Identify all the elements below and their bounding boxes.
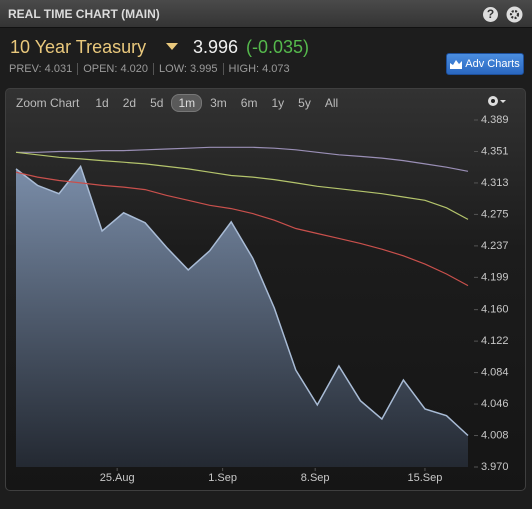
widget-title: REAL TIME CHART (MAIN) — [8, 7, 160, 21]
settings-icon[interactable] — [506, 6, 523, 23]
adv-charts-button[interactable]: Adv Charts — [446, 53, 524, 75]
zoom-button[interactable]: 6m — [240, 96, 258, 110]
y-tick-label: 4.351 — [481, 145, 509, 157]
zoom-button[interactable]: 2d — [122, 96, 137, 110]
y-tick-label: 4.160 — [481, 304, 509, 316]
stat: HIGH: 4.073 — [222, 63, 295, 75]
price: 3.996 — [193, 37, 239, 57]
zoom-button[interactable]: 3m — [210, 96, 227, 110]
dropdown-arrow[interactable] — [165, 42, 179, 52]
price-line — [15, 164, 469, 437]
x-tick-label: 1.Sep — [208, 472, 237, 484]
y-tick-label: 4.122 — [481, 335, 509, 347]
button-icon — [450, 60, 463, 69]
stat: PREV: 4.031 — [9, 63, 73, 75]
y-tick-label: 4.008 — [481, 429, 509, 441]
y-tick-label: 4.237 — [481, 240, 509, 252]
x-tick-label: 15.Sep — [408, 472, 443, 484]
x-tick-label: 8.Sep — [301, 472, 330, 484]
average-line — [15, 171, 469, 287]
stat: OPEN: 4.020 — [77, 63, 153, 75]
y-tick-label: 4.313 — [481, 177, 509, 189]
y-tick-label: 3.970 — [481, 461, 509, 473]
zoom-button[interactable]: 5y — [298, 96, 311, 110]
help-button[interactable]: ? — [483, 7, 498, 22]
x-tick-label: 25.Aug — [100, 472, 135, 484]
y-tick-label: 4.275 — [481, 208, 509, 220]
chart-settings-icon[interactable] — [488, 96, 506, 106]
zoom-button[interactable]: 5d — [150, 96, 164, 110]
zoom-button[interactable]: 1m — [171, 94, 203, 112]
zoom-button[interactable]: 1d — [95, 96, 109, 110]
button-label[interactable]: Adv Charts — [465, 58, 520, 70]
y-tick-label: 4.199 — [481, 271, 509, 283]
average-line — [16, 146, 469, 172]
title-bar — [0, 0, 532, 28]
y-tick-label: 4.389 — [481, 114, 509, 126]
y-tick-label: 4.046 — [481, 398, 509, 410]
average-line — [15, 151, 469, 220]
zoom-button[interactable]: All — [324, 96, 339, 110]
price-change: (-0.035) — [246, 37, 310, 57]
zoom-bar: Zoom Chart 1d 2d 5d 1m 3m 6m 1y 5y All — [16, 94, 346, 112]
y-tick-label: 4.084 — [481, 366, 509, 378]
zoom-button[interactable]: 1y — [271, 96, 285, 110]
stats: PREV: 4.031 OPEN: 4.020 LOW: 3.995 HIGH: 4.… — [9, 63, 295, 75]
zoom-label: Zoom Chart — [16, 96, 80, 110]
area — [16, 166, 468, 467]
stat: LOW: 3.995 — [153, 63, 223, 75]
instrument-name[interactable]: 10 Year Treasury — [10, 37, 147, 57]
